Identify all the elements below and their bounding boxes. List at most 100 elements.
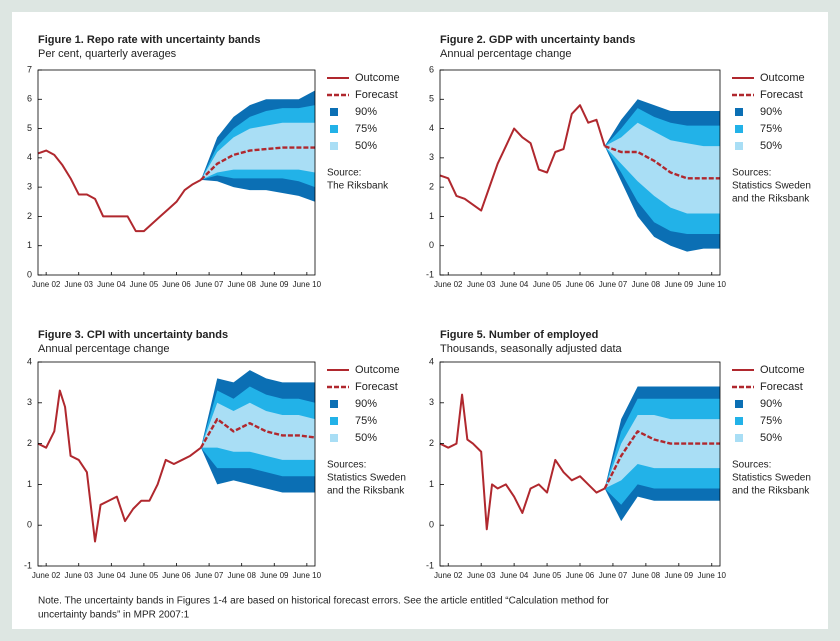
- uncertainty-band: [200, 402, 315, 460]
- y-tick-label: 1: [429, 211, 434, 221]
- x-tick-label: June 07: [195, 280, 224, 289]
- legend-swatch: [735, 108, 743, 116]
- y-tick-label: 2: [27, 438, 32, 448]
- x-tick-label: June 07: [195, 571, 224, 580]
- y-tick-label: -1: [426, 269, 434, 279]
- source-text: Statistics Sweden: [732, 181, 811, 192]
- x-tick-label: June 07: [599, 280, 628, 289]
- x-tick-label: June 06: [162, 280, 191, 289]
- y-tick-label: 5: [429, 94, 434, 104]
- note-line: uncertainty bands” in MPR 2007:1: [38, 610, 190, 621]
- y-tick-label: 6: [429, 64, 434, 74]
- x-tick-label: June 10: [698, 571, 727, 580]
- legend-label: Outcome: [355, 72, 400, 84]
- legend-label: Forecast: [760, 89, 803, 101]
- forecast-line: [603, 430, 720, 490]
- source-text: and the Riksbank: [327, 486, 405, 497]
- chart-title: Figure 1. Repo rate with uncertainty ban…: [38, 34, 260, 46]
- y-tick-label: 0: [27, 269, 32, 279]
- x-tick-label: June 05: [533, 571, 562, 580]
- y-tick-label: 3: [429, 397, 434, 407]
- x-tick-label: June 04: [500, 571, 529, 580]
- y-tick-label: 4: [27, 152, 32, 162]
- legend-label: 50%: [355, 432, 377, 444]
- y-tick-label: 2: [429, 182, 434, 192]
- legend-label: 75%: [355, 415, 377, 427]
- outcome-line: [37, 149, 202, 233]
- x-tick-label: June 08: [632, 571, 661, 580]
- legend-swatch: [330, 400, 338, 408]
- x-tick-label: June 04: [500, 280, 529, 289]
- x-tick-label: June 06: [162, 571, 191, 580]
- y-tick-label: 1: [27, 479, 32, 489]
- source-text: Statistics Sweden: [327, 473, 406, 484]
- legend-swatch: [330, 434, 338, 442]
- x-tick-label: June 09: [665, 280, 694, 289]
- y-tick-label: 0: [27, 520, 32, 530]
- legend-swatch: [735, 142, 743, 150]
- y-tick-label: 1: [429, 479, 434, 489]
- legend-label: Outcome: [760, 364, 805, 376]
- legend-label: 75%: [760, 123, 782, 135]
- source-text: Sources:: [732, 168, 771, 179]
- x-tick-label: June 06: [566, 571, 595, 580]
- legend-label: 90%: [760, 398, 782, 410]
- outcome-line: [37, 389, 202, 543]
- x-tick-label: June 02: [32, 571, 61, 580]
- legend-label: Forecast: [760, 381, 803, 393]
- source-text: Sources:: [327, 460, 366, 471]
- y-tick-label: 5: [27, 123, 32, 133]
- uncertainty-band: [604, 415, 720, 489]
- legend-label: 90%: [760, 106, 782, 118]
- x-tick-label: June 10: [293, 280, 322, 289]
- legend-swatch: [735, 400, 743, 408]
- chart-subtitle: Per cent, quarterly averages: [38, 48, 177, 60]
- legend-label: 75%: [760, 415, 782, 427]
- x-tick-label: June 10: [293, 571, 322, 580]
- source-text: and the Riksbank: [732, 194, 810, 205]
- x-tick-label: June 02: [434, 280, 463, 289]
- legend-swatch: [330, 125, 338, 133]
- source-text: Sources:: [732, 460, 771, 471]
- chart-subtitle: Annual percentage change: [440, 48, 572, 60]
- chart-title: Figure 2. GDP with uncertainty bands: [440, 34, 635, 46]
- y-tick-label: 4: [429, 356, 434, 366]
- y-tick-label: 4: [429, 123, 434, 133]
- legend-label: Outcome: [355, 364, 400, 376]
- legend-label: 90%: [355, 106, 377, 118]
- y-tick-label: -1: [24, 560, 32, 570]
- legend-label: Forecast: [355, 381, 398, 393]
- y-tick-label: 3: [429, 152, 434, 162]
- y-tick-label: 7: [27, 64, 32, 74]
- x-tick-label: June 09: [260, 571, 289, 580]
- outcome-line: [439, 104, 606, 212]
- legend-swatch: [330, 417, 338, 425]
- source-text: Statistics Sweden: [732, 473, 811, 484]
- chart-title: Figure 3. CPI with uncertainty bands: [38, 329, 228, 341]
- x-tick-label: June 08: [227, 571, 256, 580]
- x-tick-label: June 05: [533, 280, 562, 289]
- legend-label: 90%: [355, 398, 377, 410]
- y-tick-label: 1: [27, 240, 32, 250]
- y-tick-label: 0: [429, 520, 434, 530]
- legend-label: 50%: [760, 140, 782, 152]
- y-tick-label: 3: [27, 182, 32, 192]
- x-tick-label: June 03: [65, 280, 94, 289]
- legend-label: Forecast: [355, 89, 398, 101]
- y-tick-label: 6: [27, 94, 32, 104]
- x-tick-label: June 03: [65, 571, 94, 580]
- legend-label: Outcome: [760, 72, 805, 84]
- x-tick-label: June 04: [97, 571, 126, 580]
- legend-label: 75%: [355, 123, 377, 135]
- x-tick-label: June 03: [467, 280, 496, 289]
- chart-subtitle: Annual percentage change: [38, 343, 170, 355]
- x-tick-label: June 04: [97, 280, 126, 289]
- x-tick-label: June 10: [698, 280, 727, 289]
- uncertainty-band: [200, 122, 315, 180]
- chart-subtitle: Thousands, seasonally adjusted data: [440, 343, 623, 355]
- x-tick-label: June 09: [665, 571, 694, 580]
- y-tick-label: -1: [426, 560, 434, 570]
- outcome-line: [439, 393, 606, 531]
